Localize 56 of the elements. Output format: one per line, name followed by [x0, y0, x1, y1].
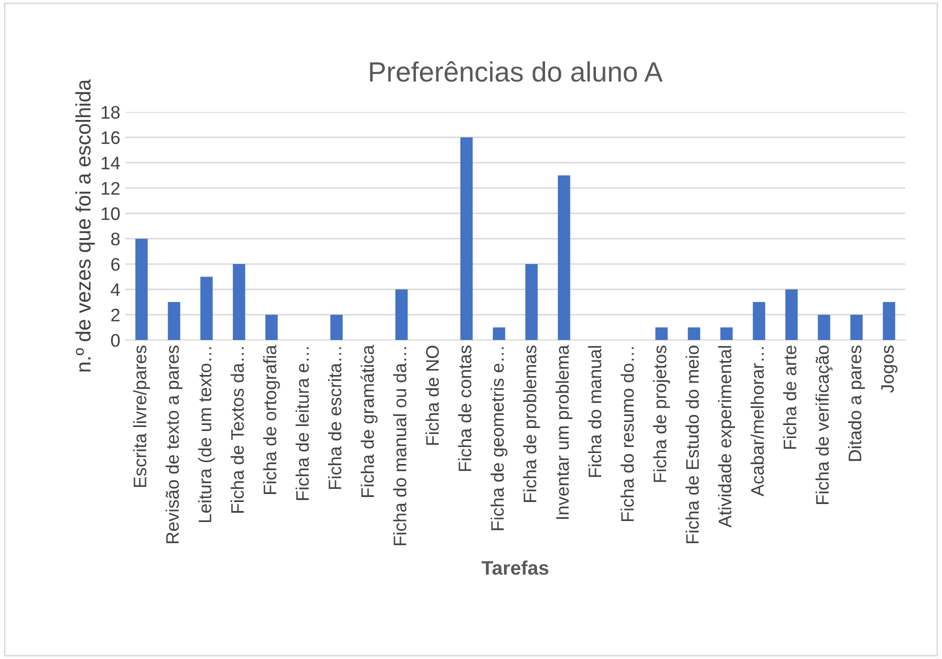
- bar: [395, 289, 408, 340]
- bar: [850, 314, 863, 340]
- x-tick-label: Ficha de escrita…: [328, 347, 342, 489]
- x-tick-label: Leitura (de um texto…: [198, 347, 215, 522]
- x-tick-label: Ficha de arte: [783, 346, 796, 449]
- x-tick-label: Ficha de ortografia: [263, 344, 280, 494]
- x-tick-label: Ficha de Textos da…: [230, 347, 244, 513]
- bar: [135, 238, 148, 340]
- x-tick-label: Ficha do manual ou da…: [393, 347, 406, 546]
- y-axis-title: n.º de vezes que foi a escolhida: [75, 79, 95, 372]
- bar: [168, 302, 180, 340]
- x-tick-label: Ficha de NO: [426, 346, 439, 445]
- x-tick-label: Ficha de problemas: [523, 346, 540, 502]
- x-tick-label: Ficha de leitura e…: [296, 347, 309, 500]
- x-tick-label: Ficha de geometris e…: [490, 347, 508, 530]
- y-tick-label: 2: [111, 308, 120, 322]
- x-tick-label: Ficha de verificação: [816, 346, 832, 504]
- x-tick-label: Ficha de projetos: [653, 346, 670, 482]
- x-tick-label: Inventar um problema: [556, 344, 572, 519]
- bar: [655, 327, 668, 340]
- bar: [785, 289, 798, 340]
- x-tick-label: Ficha do manual: [588, 346, 602, 477]
- x-axis-title: Tarefas: [482, 560, 548, 575]
- y-tick-label: 0: [111, 334, 120, 347]
- bar: [265, 314, 278, 340]
- y-tick-label: 6: [111, 258, 120, 271]
- x-tick-label: Ficha de Estudo do meio: [686, 346, 699, 544]
- y-tick-label: 8: [111, 232, 120, 246]
- y-tick-label: 12: [102, 182, 120, 195]
- bar: [688, 327, 700, 340]
- y-tick-label: 18: [102, 106, 120, 119]
- x-tick-label: Ficha de gramática: [360, 344, 378, 497]
- y-tick-label: 4: [110, 283, 120, 296]
- bar: [525, 264, 538, 340]
- x-tick-label: Escrita livre/pares: [133, 346, 150, 487]
- bar: [752, 302, 766, 340]
- bar: [818, 314, 830, 340]
- x-tick-label: Ficha de contas: [458, 346, 472, 471]
- bar: [882, 302, 896, 340]
- bar: [492, 327, 506, 340]
- x-tick-label: Ditado a pares: [848, 346, 865, 461]
- bar: [720, 327, 733, 340]
- x-tick-label: Acabar/melhorar…: [750, 347, 764, 496]
- bar: [558, 175, 570, 340]
- bar: [232, 264, 246, 340]
- bar: [200, 276, 213, 340]
- x-tick-label: Atividade experimental: [718, 346, 735, 528]
- x-tick-label: Ficha do resumo do…: [620, 347, 634, 522]
- y-tick-label: 16: [102, 131, 120, 144]
- x-tick-label: Jogos: [881, 346, 898, 393]
- x-tick-label: Revisão de texto a pares: [166, 346, 182, 544]
- chart-title: Preferências do aluno A: [370, 61, 663, 82]
- bar: [330, 314, 343, 340]
- bar: [460, 137, 473, 340]
- y-tick-label: 10: [102, 207, 120, 220]
- y-tick-label: 14: [102, 156, 120, 170]
